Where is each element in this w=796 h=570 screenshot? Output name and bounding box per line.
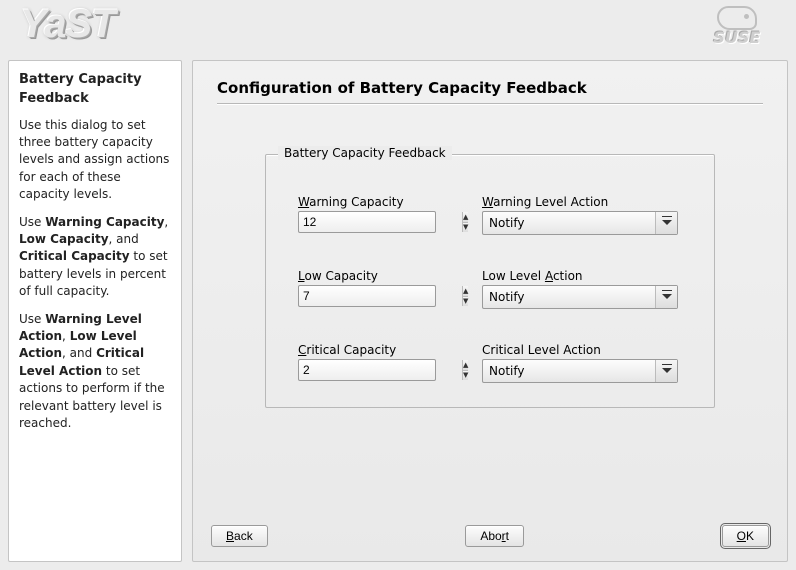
critical-capacity-label: Critical Capacity (298, 343, 438, 357)
critical-action-label: Critical Level Action (482, 343, 682, 357)
spin-up-icon[interactable]: ▲ (463, 286, 468, 297)
main-panel: Configuration of Battery Capacity Feedba… (192, 60, 788, 562)
critical-capacity-spin[interactable]: ▲ ▼ (298, 359, 436, 381)
back-button[interactable]: Back (211, 525, 268, 547)
ok-button[interactable]: OK (722, 525, 769, 547)
help-panel: Battery Capacity Feedback Use this dialo… (8, 60, 182, 562)
warning-capacity-input[interactable] (299, 212, 462, 232)
spin-up-icon[interactable]: ▲ (463, 212, 468, 223)
warning-capacity-spin[interactable]: ▲ ▼ (298, 211, 436, 233)
yast-logo: YaST (20, 2, 115, 47)
warning-action-value: Notify (483, 216, 655, 230)
dropdown-icon[interactable] (655, 286, 677, 308)
low-action-combo[interactable]: Notify (482, 285, 678, 309)
low-capacity-spin[interactable]: ▲ ▼ (298, 285, 436, 307)
critical-action-value: Notify (483, 364, 655, 378)
critical-action-combo[interactable]: Notify (482, 359, 678, 383)
suse-lizard-icon (717, 6, 757, 30)
help-p3: Use Warning Level Action, Low Level Acti… (19, 311, 171, 433)
button-row: Back Abort OK (211, 525, 769, 547)
help-p1: Use this dialog to set three battery cap… (19, 117, 171, 204)
warning-capacity-label: Warning Capacity (298, 195, 438, 209)
critical-capacity-input[interactable] (299, 360, 462, 380)
spin-down-icon[interactable]: ▼ (463, 371, 468, 381)
spin-up-icon[interactable]: ▲ (463, 360, 468, 371)
suse-text: SUSE (692, 28, 782, 47)
dropdown-icon[interactable] (655, 360, 677, 382)
warning-action-label: Warning Level Action (482, 195, 682, 209)
suse-logo: SUSE (692, 6, 782, 52)
warning-action-combo[interactable]: Notify (482, 211, 678, 235)
low-action-label: Low Level Action (482, 269, 682, 283)
spin-down-icon[interactable]: ▼ (463, 297, 468, 307)
help-title: Battery Capacity Feedback (19, 71, 171, 109)
low-capacity-label: Low Capacity (298, 269, 438, 283)
abort-button[interactable]: Abort (465, 525, 524, 547)
fieldset-legend: Battery Capacity Feedback (278, 146, 452, 160)
battery-feedback-fieldset: Battery Capacity Feedback Warning Capaci… (265, 154, 715, 408)
low-capacity-input[interactable] (299, 286, 462, 306)
low-action-value: Notify (483, 290, 655, 304)
dropdown-icon[interactable] (655, 212, 677, 234)
page-title: Configuration of Battery Capacity Feedba… (217, 79, 763, 97)
spin-down-icon[interactable]: ▼ (463, 223, 468, 233)
header-bar: YaST SUSE (0, 0, 796, 56)
title-separator (217, 103, 763, 104)
help-p2: Use Warning Capacity, Low Capacity, and … (19, 214, 171, 301)
